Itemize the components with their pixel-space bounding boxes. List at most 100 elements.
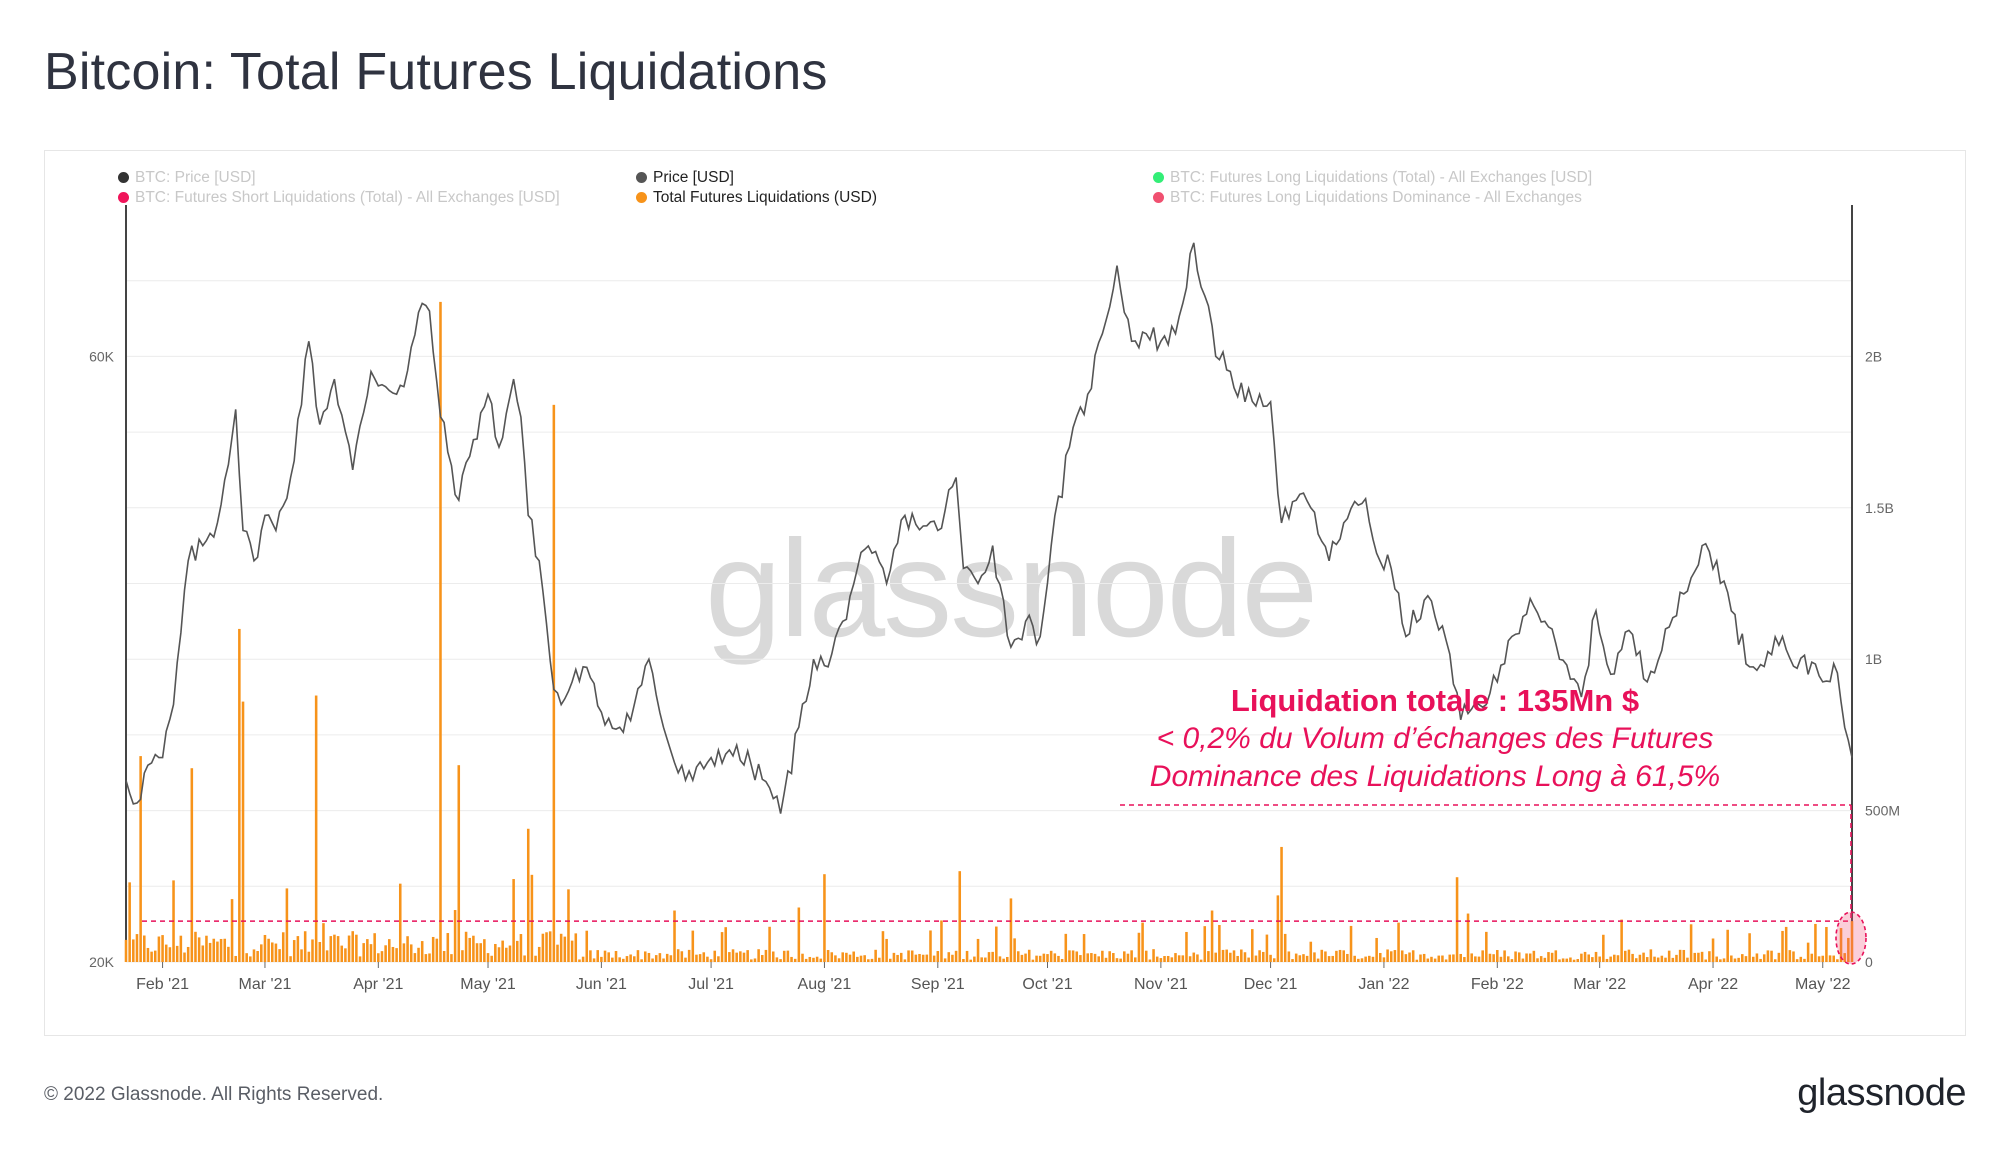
liquidation-bar: [691, 930, 695, 962]
liquidation-bar: [596, 950, 600, 962]
liquidation-bar: [1313, 952, 1316, 962]
liquidation-bar: [1514, 951, 1517, 962]
liquidation-bar: [1210, 910, 1214, 962]
liquidation-bar: [1411, 950, 1415, 962]
liquidation-bar: [980, 957, 983, 962]
liquidation-bar: [559, 933, 563, 962]
liquidation-bar: [1814, 923, 1817, 962]
liquidation-bar: [1192, 952, 1196, 962]
liquidation-bar: [1697, 952, 1700, 962]
liquidation-bar: [494, 943, 497, 962]
liquidation-bar: [746, 950, 749, 962]
legend-item[interactable]: BTC: Price [USD]: [118, 168, 256, 188]
liquidation-bar: [230, 899, 234, 962]
legend-item[interactable]: BTC: Futures Long Liquidations (Total) -…: [1153, 168, 1592, 188]
liquidation-bar: [1667, 950, 1671, 962]
liquidation-bar: [570, 940, 574, 962]
liquidation-bar: [1762, 954, 1766, 962]
liquidation-bar: [234, 955, 237, 962]
liquidation-bar: [1101, 950, 1104, 962]
liquidation-bar: [1631, 953, 1634, 962]
liquidation-bar: [1642, 952, 1645, 962]
liquidation-bar: [1053, 953, 1057, 962]
liquidation-bar: [1656, 957, 1660, 962]
liquidation-bar: [1620, 919, 1623, 962]
liquidation-bar: [1024, 953, 1027, 962]
liquidation-bar: [695, 954, 698, 962]
liquidation-bar: [252, 949, 256, 962]
liquidation-bar: [658, 953, 662, 962]
liquidation-bar: [1609, 956, 1612, 962]
liquidation-bar: [508, 945, 512, 962]
legend-item[interactable]: BTC: Futures Short Liquidations (Total) …: [118, 188, 560, 208]
liquidation-bar: [428, 953, 431, 962]
x-tick-label: Dec '21: [1244, 976, 1298, 993]
liquidation-bar: [910, 950, 914, 962]
liquidation-bar: [505, 947, 508, 962]
liquidation-bar: [633, 956, 636, 962]
liquidation-bar: [1616, 955, 1620, 962]
liquidation-bar: [329, 936, 333, 962]
liquidation-bar: [1671, 957, 1675, 962]
liquidation-bar: [523, 955, 526, 962]
liquidation-bar: [1700, 951, 1704, 962]
liquidation-bar: [292, 940, 296, 962]
liquidation-bar: [1068, 950, 1071, 962]
liquidation-bar: [1510, 959, 1514, 962]
liquidation-bar: [859, 955, 863, 962]
liquidation-bar: [1232, 950, 1236, 962]
liquidation-bar: [402, 943, 406, 962]
legend-item[interactable]: BTC: Futures Long Liquidations Dominance…: [1153, 188, 1582, 208]
right-tick-label: 1.5B: [1865, 500, 1894, 516]
liquidation-bar: [347, 935, 351, 962]
liquidation-bar: [457, 765, 461, 962]
liquidation-bar: [1645, 957, 1649, 962]
liquidation-bar: [373, 933, 376, 962]
legend-dot-icon: [118, 172, 129, 183]
liquidation-bar: [1503, 950, 1506, 962]
right-tick-label: 500M: [1865, 803, 1900, 819]
chart-frame: [44, 150, 1966, 1036]
liquidation-bar: [801, 953, 804, 962]
liquidation-bar: [1203, 926, 1207, 962]
legend-item[interactable]: Total Futures Liquidations (USD): [636, 188, 877, 208]
legend-item[interactable]: Price [USD]: [636, 168, 734, 188]
liquidation-bar: [1554, 950, 1558, 962]
liquidation-bar: [808, 956, 812, 962]
liquidation-bar: [654, 955, 658, 962]
liquidation-bar: [669, 955, 673, 962]
liquidation-bar: [607, 952, 610, 962]
x-tick-label: Feb '22: [1471, 976, 1524, 993]
left-tick-label: 20K: [89, 954, 115, 970]
liquidation-bar: [1649, 949, 1653, 962]
x-tick-label: May '22: [1795, 976, 1851, 993]
liquidation-bar: [1569, 957, 1572, 962]
liquidation-bar: [270, 942, 274, 962]
liquidation-bar: [1214, 952, 1217, 962]
liquidation-bar: [640, 959, 643, 962]
liquidation-bar: [442, 950, 446, 962]
legend-dot-icon: [1153, 192, 1164, 203]
liquidation-bar: [1799, 956, 1803, 962]
liquidation-bar: [388, 939, 391, 962]
liquidation-bar: [1751, 956, 1755, 962]
liquidation-bar: [1825, 926, 1828, 962]
liquidation-bar: [1726, 929, 1729, 962]
liquidation-bar: [515, 940, 519, 962]
liquidation-bar: [545, 932, 548, 962]
liquidation-bar: [1430, 956, 1433, 962]
liquidation-bar: [1148, 959, 1152, 962]
legend-label: BTC: Futures Long Liquidations (Total) -…: [1170, 169, 1593, 186]
liquidation-bar: [135, 934, 139, 962]
liquidation-bar: [1163, 956, 1166, 962]
liquidation-bar: [1280, 846, 1283, 962]
liquidation-bar: [815, 956, 819, 962]
liquidation-bar: [1261, 951, 1265, 962]
liquidation-bar: [834, 955, 837, 962]
liquidation-bar: [1181, 955, 1185, 962]
liquidation-bar: [1086, 953, 1090, 962]
liquidation-bar: [563, 936, 567, 962]
liquidation-bar: [782, 950, 786, 962]
x-tick-label: Aug '21: [798, 976, 852, 993]
liquidation-bar: [874, 949, 877, 962]
